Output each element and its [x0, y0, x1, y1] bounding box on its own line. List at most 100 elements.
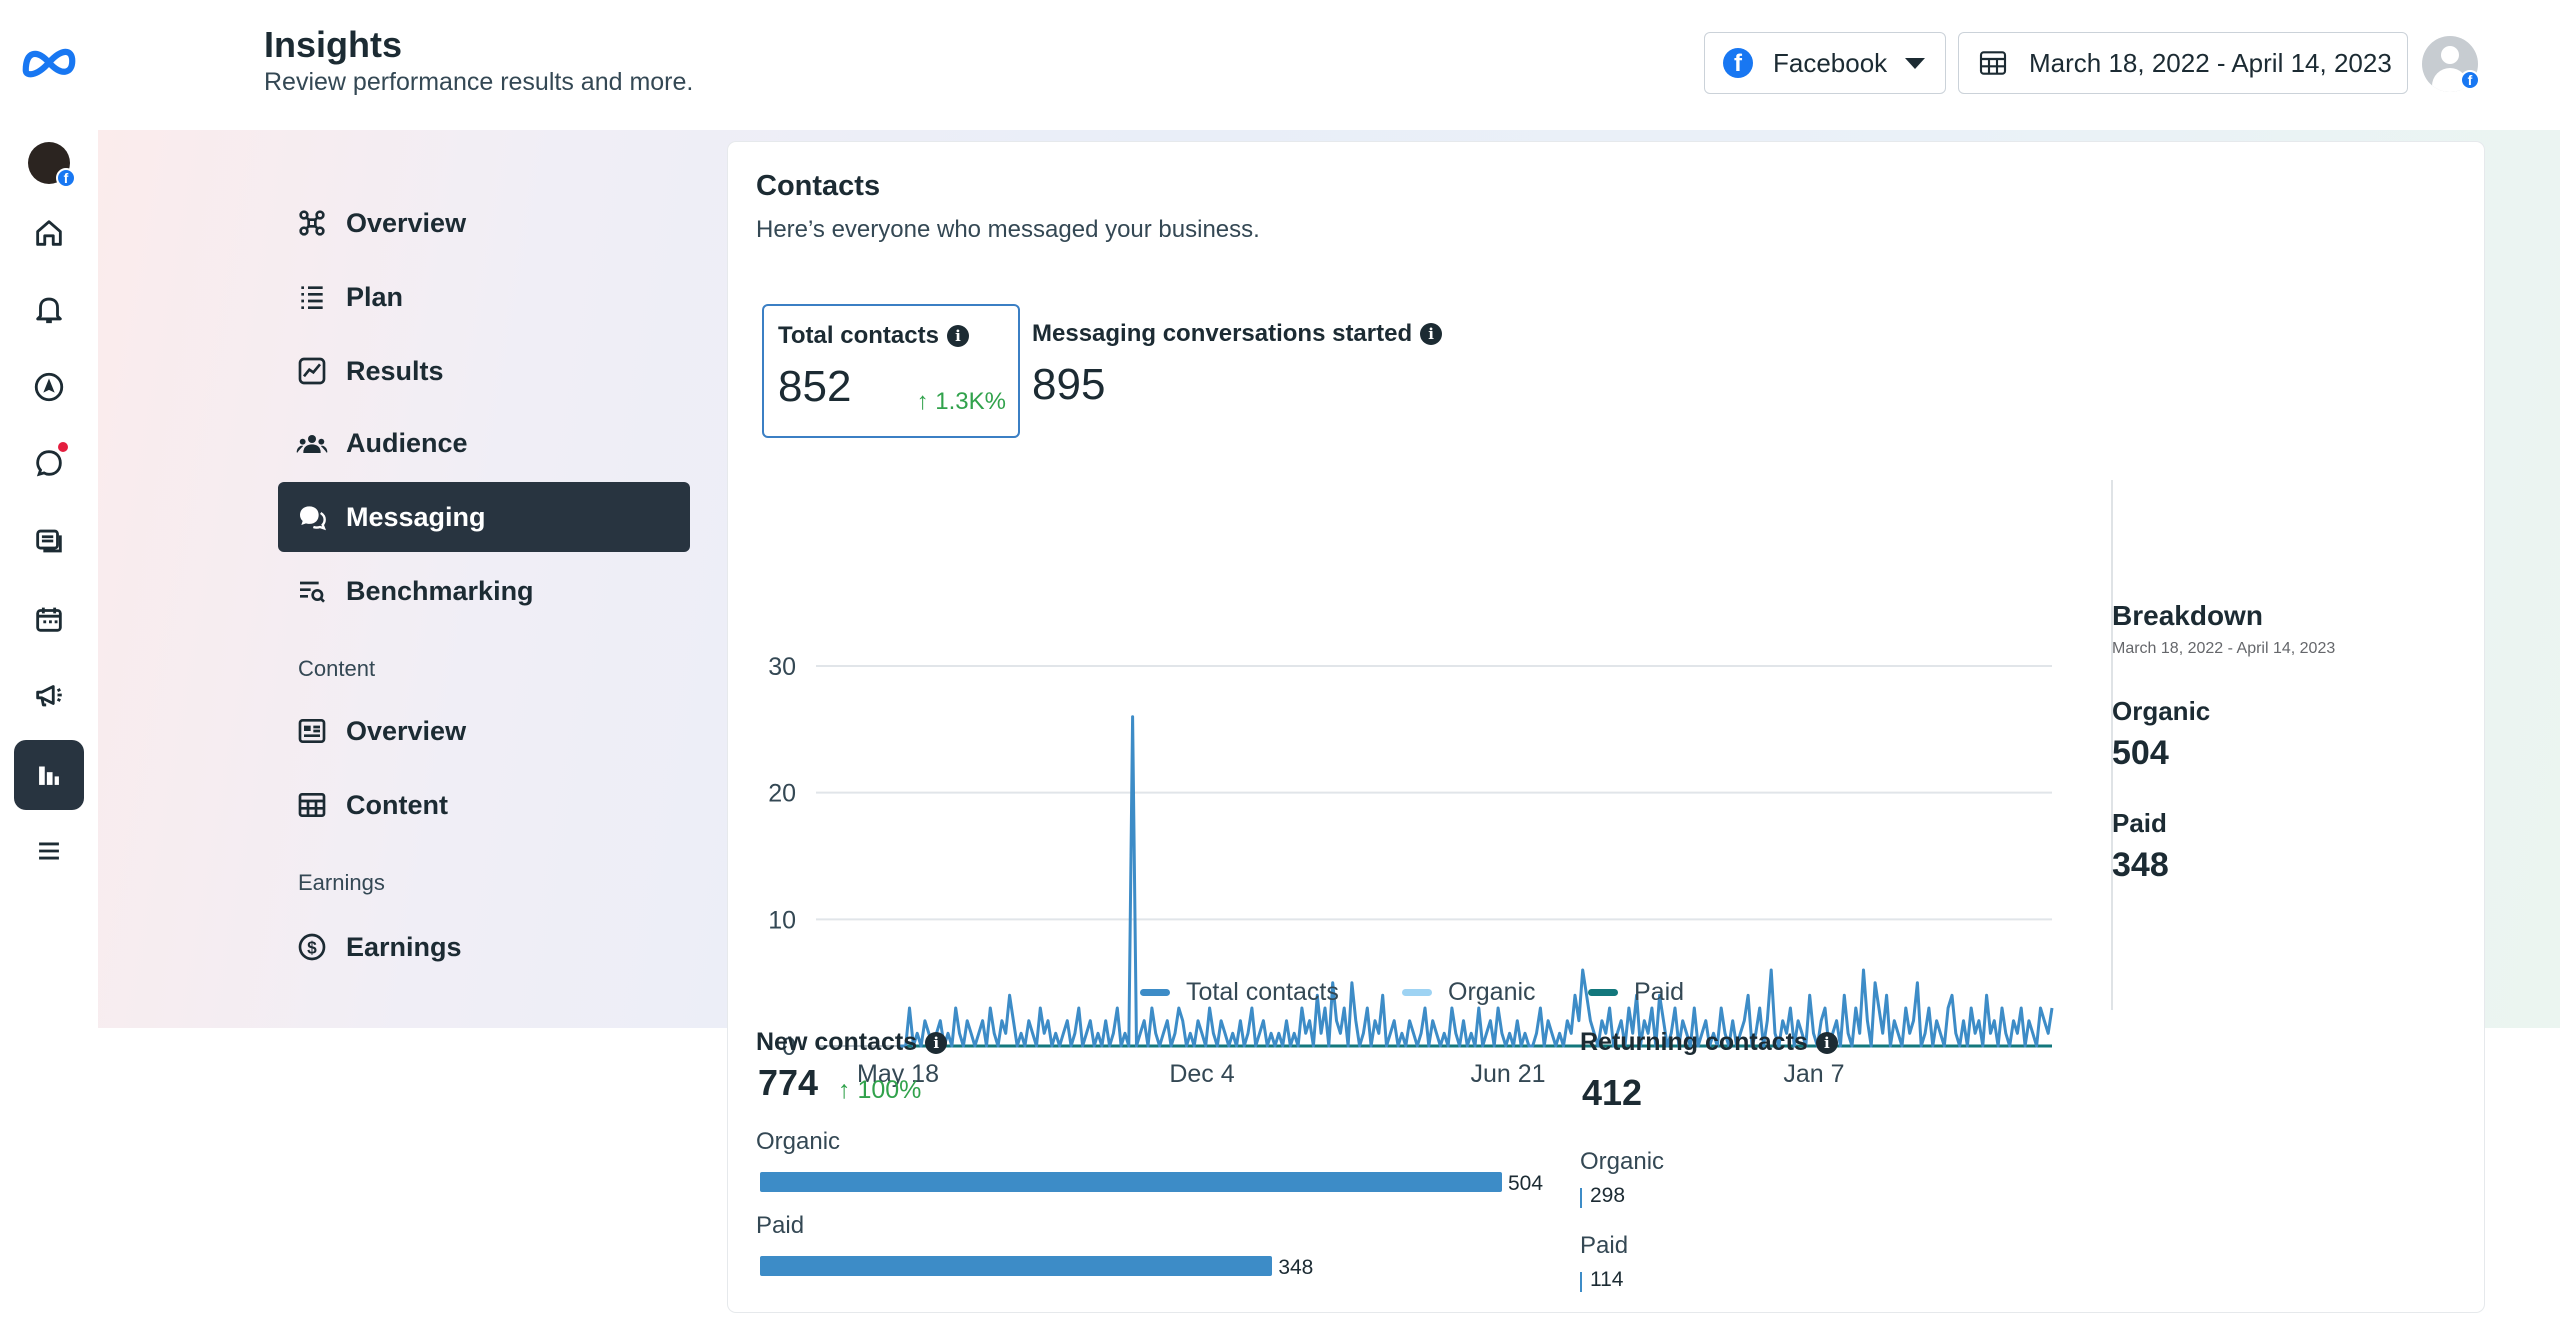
breakdown-date: March 18, 2022 - April 14, 2023 [2112, 640, 2336, 657]
new-organic-bar [760, 1172, 1502, 1192]
nav-section-earnings: Earnings [298, 870, 385, 895]
compass-icon[interactable] [14, 352, 84, 422]
list-icon [301, 286, 323, 309]
new-organic-value: 504 [1508, 1172, 1544, 1195]
new-organic-label: Organic [756, 1128, 841, 1155]
overview-icon [299, 210, 325, 236]
breakdown-paid-label: Paid [2112, 808, 2167, 838]
total-contacts-series-line [898, 715, 2054, 1048]
legend-swatch [1140, 989, 1170, 996]
info-icon[interactable]: i [1420, 323, 1443, 345]
platform-label: Facebook [1773, 47, 1888, 78]
new-contacts-value: 774 [758, 1062, 819, 1103]
conversations-started-tab[interactable]: Messaging conversations started i 895 [1018, 304, 1518, 438]
nav-content-overview[interactable]: Overview [278, 696, 690, 766]
page-title: Insights [264, 24, 403, 65]
left-rail: f [0, 0, 98, 1320]
nav-benchmarking[interactable]: Benchmarking [278, 556, 690, 626]
contacts-title: Contacts [756, 170, 881, 202]
legend-label: Organic [1448, 978, 1536, 1006]
info-icon[interactable]: i [946, 325, 969, 347]
x-tick-label: May 18 [857, 1060, 939, 1088]
nav-overview[interactable]: Overview [278, 188, 690, 258]
x-tick-label: Dec 4 [1169, 1060, 1234, 1088]
contacts-line-chart: 0 10 20 30 May 18 Dec 4 Jun 21 Jan 7 [768, 653, 2054, 1088]
nav-plan[interactable]: Plan [278, 262, 690, 332]
nav-label: Plan [346, 281, 404, 312]
metric-label: Total contacts i [778, 322, 969, 350]
facebook-badge-icon: f [2460, 70, 2480, 90]
dollar-circle-icon: $ [298, 933, 326, 961]
new-contacts-change: ↑ 100% [838, 1076, 922, 1104]
y-tick-label: 10 [768, 906, 796, 934]
returning-paid-value: 114 [1590, 1268, 1624, 1291]
calendar-grid-icon [1979, 51, 2007, 75]
meta-logo-icon[interactable] [14, 26, 84, 96]
total-contacts-tab[interactable]: Total contacts i 852 ↑ 1.3K% [762, 304, 1020, 438]
y-tick-label: 0 [782, 1033, 796, 1061]
returning-organic-bar [1580, 1188, 1582, 1208]
legend-swatch [1588, 989, 1618, 996]
nav-messaging[interactable]: Messaging [278, 482, 690, 552]
info-icon[interactable]: i [1815, 1031, 1838, 1054]
legend-organic[interactable]: Organic [1402, 978, 1536, 1007]
legend-label: Total contacts [1186, 978, 1339, 1006]
y-tick-label: 30 [768, 653, 796, 681]
conversations-value: 895 [1032, 360, 1106, 409]
content-overview-icon [298, 719, 326, 743]
returning-paid-bar [1580, 1272, 1582, 1292]
nav-label: Overview [346, 207, 467, 238]
legend-label: Paid [1634, 978, 1685, 1006]
page-avatar-icon[interactable]: f [14, 128, 84, 198]
megaphone-icon[interactable] [14, 660, 84, 730]
total-contacts-value: 852 [778, 362, 852, 411]
nav-results[interactable]: Results [278, 336, 690, 406]
breakdown-divider [2111, 480, 2113, 1010]
svg-text:$: $ [307, 938, 317, 958]
table-icon [298, 793, 326, 817]
nav-label: Audience [346, 427, 468, 458]
new-contacts-title: New contacts i [756, 1028, 948, 1057]
chat-icon[interactable] [14, 428, 84, 498]
date-range-picker[interactable]: March 18, 2022 - April 14, 2023 [1958, 32, 2408, 94]
nav-content[interactable]: Content [278, 770, 690, 840]
stack-icon[interactable] [14, 506, 84, 576]
returning-paid-label: Paid [1580, 1232, 1629, 1259]
notification-dot [58, 442, 68, 452]
nav-audience[interactable]: Audience [278, 408, 690, 478]
caret-down-icon [1905, 57, 1926, 69]
menu-icon[interactable] [14, 816, 84, 886]
facebook-icon: f [1723, 48, 1753, 78]
bell-icon[interactable] [14, 274, 84, 344]
nav-label: Results [346, 355, 444, 386]
people-icon [296, 435, 328, 453]
insights-icon[interactable] [14, 740, 84, 810]
breakdown-organic-value: 504 [2112, 734, 2169, 772]
total-contacts-label: Total contacts [778, 322, 939, 349]
message-bubbles-icon [300, 506, 326, 531]
info-icon[interactable]: i [925, 1031, 948, 1054]
returning-contacts-value: 412 [1582, 1072, 1643, 1113]
nav-section-content: Content [298, 656, 376, 681]
nav-label: Content [346, 789, 448, 820]
page-header: Insights Review performance results and … [98, 0, 2560, 130]
x-tick-label: Jun 21 [1470, 1060, 1545, 1088]
new-paid-label: Paid [756, 1212, 805, 1239]
contacts-subtitle: Here’s everyone who messaged your busine… [756, 216, 1260, 243]
platform-dropdown[interactable]: f Facebook [1704, 32, 1946, 94]
home-icon[interactable] [14, 198, 84, 268]
new-paid-bar [760, 1256, 1273, 1276]
returning-organic-label: Organic [1580, 1148, 1665, 1175]
breakdown-title: Breakdown [2112, 600, 2263, 631]
trend-chart-icon [298, 357, 326, 385]
calendar-icon[interactable] [14, 584, 84, 654]
nav-earnings[interactable]: $ Earnings [278, 912, 690, 982]
benchmark-icon [300, 581, 325, 603]
returning-contacts-label: Returning contacts [1580, 1028, 1808, 1056]
nav-label: Overview [346, 715, 467, 746]
legend-paid[interactable]: Paid [1588, 978, 1684, 1007]
conversations-label: Messaging conversations started [1032, 320, 1413, 347]
returning-organic-value: 298 [1590, 1184, 1626, 1207]
y-tick-label: 20 [768, 780, 796, 808]
legend-total[interactable]: Total contacts [1140, 978, 1339, 1007]
